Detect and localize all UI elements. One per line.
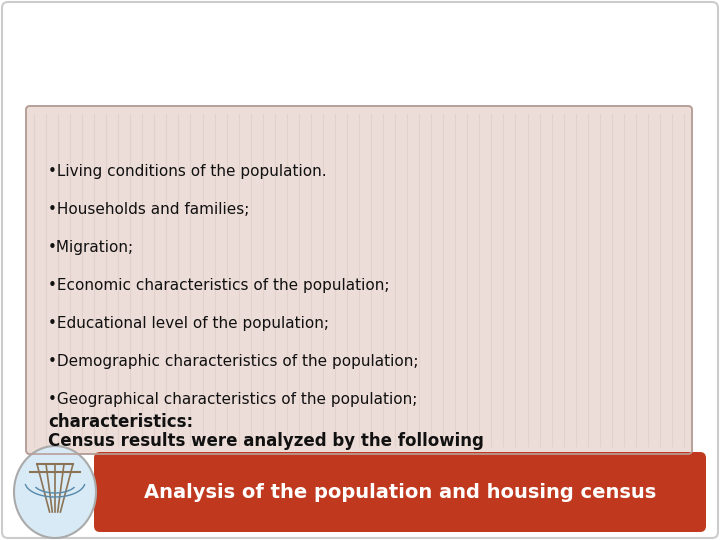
Ellipse shape <box>14 446 96 538</box>
FancyBboxPatch shape <box>94 452 706 532</box>
Text: •Households and families;: •Households and families; <box>48 202 249 217</box>
Text: •Educational level of the population;: •Educational level of the population; <box>48 316 329 331</box>
Text: Analysis of the population and housing census: Analysis of the population and housing c… <box>144 483 656 502</box>
Text: Census results were analyzed by the following: Census results were analyzed by the foll… <box>48 432 484 450</box>
Text: •Demographic characteristics of the population;: •Demographic characteristics of the popu… <box>48 354 418 369</box>
Text: •Migration;: •Migration; <box>48 240 134 255</box>
FancyBboxPatch shape <box>26 106 692 454</box>
Text: characteristics:: characteristics: <box>48 413 193 431</box>
Text: •Living conditions of the population.: •Living conditions of the population. <box>48 164 327 179</box>
Text: •Geographical characteristics of the population;: •Geographical characteristics of the pop… <box>48 392 418 407</box>
Text: •Economic characteristics of the population;: •Economic characteristics of the populat… <box>48 278 390 293</box>
